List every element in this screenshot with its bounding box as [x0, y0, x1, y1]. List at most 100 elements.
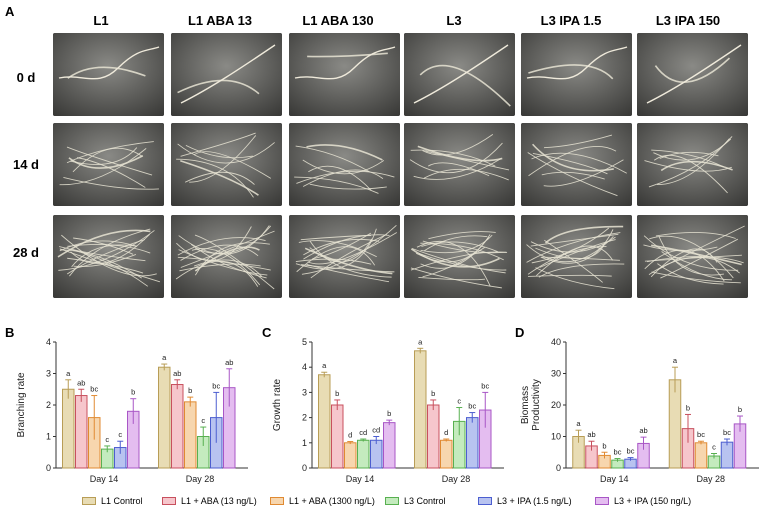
legend-item: L3 + IPA (150 ng/L) [595, 494, 691, 508]
root-strand [541, 171, 605, 180]
root-photo [53, 123, 164, 206]
root-strand [185, 144, 253, 159]
root-photo-image [637, 215, 748, 298]
root-photo [53, 215, 164, 298]
root-strand [180, 44, 276, 104]
x-tick-label: Day 14 [90, 474, 119, 484]
significance-letter: bc [697, 430, 705, 439]
root-strand [410, 149, 496, 167]
row-header-14d: 14 d [12, 157, 39, 172]
root-strand [194, 225, 272, 254]
root-strand [66, 146, 153, 176]
y-axis-label: Growth rate [272, 378, 283, 431]
root-photo [521, 215, 632, 298]
root-photo-image [171, 123, 282, 206]
significance-letter: c [105, 435, 109, 444]
root-strand [646, 44, 742, 104]
root-strand [194, 234, 275, 290]
significance-letter: ab [225, 358, 233, 367]
x-tick-label: Day 28 [186, 474, 215, 484]
significance-letter: ab [587, 430, 595, 439]
root-strand [643, 244, 718, 252]
root-photo [404, 123, 515, 206]
legend-label: L3 + IPA (150 ng/L) [614, 496, 692, 506]
root-strand [540, 229, 614, 264]
root-strand [179, 263, 261, 272]
y-axis-label: Branching rate [16, 372, 27, 437]
significance-letter: d [444, 428, 448, 437]
significance-letter: b [335, 389, 339, 398]
bar [184, 401, 197, 469]
significance-letter: bc [481, 381, 489, 390]
root-strand [423, 168, 509, 181]
significance-letter: cd [359, 428, 367, 437]
y-tick-label: 3 [302, 387, 307, 397]
panel-c-letter: C [262, 325, 272, 340]
root-strand [176, 158, 254, 198]
legend-label: L1 + ABA (13 ng/L) [181, 496, 257, 506]
y-tick-label: 10 [551, 432, 561, 442]
root-strand [428, 231, 496, 240]
significance-letter: b [602, 441, 606, 450]
root-strand [180, 230, 275, 268]
legend-item: L3 + IPA (1.5 ng/L) [478, 494, 572, 508]
bar [694, 442, 708, 469]
significance-letter: bc [212, 381, 220, 390]
root-strand [178, 249, 268, 276]
root-photo-image [404, 123, 515, 206]
root-photo [171, 33, 282, 116]
y-tick-label: 2 [46, 400, 51, 410]
root-photo-image [289, 33, 400, 116]
bar [466, 417, 479, 469]
y-tick-label: 4 [46, 337, 51, 347]
root-strand [531, 152, 627, 174]
root-photo [171, 123, 282, 206]
significance-letter: c [712, 443, 716, 452]
root-photo-image [289, 215, 400, 298]
root-strand [303, 234, 390, 260]
root-strand [654, 57, 731, 83]
root-strand [180, 244, 259, 261]
root-strand [67, 257, 144, 274]
root-strand [421, 241, 498, 253]
root-strand [296, 246, 376, 273]
significance-letter: a [418, 337, 423, 346]
root-strand [644, 254, 742, 262]
bar [357, 439, 370, 469]
y-tick-label: 20 [551, 400, 561, 410]
root-strand [73, 254, 137, 267]
root-photo-image [637, 33, 748, 116]
bar [383, 422, 396, 469]
row-header-0d: 0 d [16, 70, 36, 85]
x-tick-label: Day 14 [346, 474, 375, 484]
significance-letter: c [118, 430, 122, 439]
root-strand [409, 142, 503, 174]
root-strand [661, 251, 733, 281]
root-photo-image [53, 33, 164, 116]
significance-letter: b [387, 409, 391, 418]
y-tick-label: 40 [551, 337, 561, 347]
column-header-l3-ipa-1-5: L3 IPA 1.5 [540, 13, 602, 28]
root-strand [77, 157, 146, 188]
root-strand [413, 44, 509, 104]
significance-letter: a [162, 353, 167, 362]
root-strand [57, 229, 151, 258]
root-photo-image [404, 33, 515, 116]
legend-swatch [595, 497, 609, 505]
root-strand [184, 171, 255, 185]
root-strand [194, 242, 270, 276]
legend-swatch [385, 497, 399, 505]
root-photo-image [521, 33, 632, 116]
root-strand [59, 240, 138, 252]
significance-letter: ab [639, 426, 647, 435]
legend-label: L1 + ABA (1300 ng/L) [289, 496, 375, 506]
y-tick-label: 0 [46, 463, 51, 473]
significance-letter: b [188, 386, 192, 395]
root-strand [72, 147, 143, 173]
root-strand [657, 225, 745, 270]
root-photo-image [521, 123, 632, 206]
root-strand [180, 159, 259, 196]
root-photo [289, 215, 400, 298]
panel-d-letter: D [515, 325, 525, 340]
column-header-l3: L3 [446, 13, 462, 28]
